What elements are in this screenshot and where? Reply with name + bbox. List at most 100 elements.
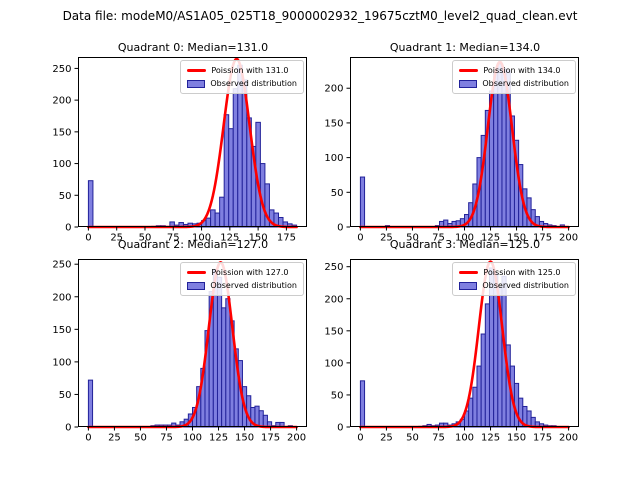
x-tick-label: 125 [481,233,500,244]
y-tick-label: 200 [52,96,71,107]
y-tick-label: 100 [324,153,343,164]
histogram-bar [484,303,490,428]
legend-row-poisson: Poission with 127.0 [187,267,297,278]
legend-label-observed: Observed distribution [210,281,297,290]
legend-label-observed: Observed distribution [210,79,297,88]
histogram-bar [493,72,499,228]
x-tick-label: 25 [108,433,121,444]
histogram-bar [214,212,221,228]
x-tick-label: 75 [167,233,180,244]
subplot-title-quadrant2: Quadrant 2: Median=127.0 [117,238,269,251]
legend-row-poisson: Poission with 125.0 [459,267,569,278]
subplot-title-quadrant3: Quadrant 3: Median=125.0 [389,238,541,251]
y-tick-label: 0 [65,423,71,434]
poisson-line-swatch [459,271,479,274]
y-tick-label: 0 [65,223,71,234]
histogram-bar [219,196,225,228]
y-tick-label: 100 [324,358,343,369]
x-tick-label: 150 [507,233,526,244]
legend-label-poisson: Poission with 125.0 [483,268,561,277]
legend-quadrant2: Poission with 127.0 Observed distributio… [180,262,304,296]
histogram-bar [468,397,474,428]
histogram-bar [223,114,230,228]
observed-dist-swatch [187,79,206,88]
y-tick-label: 150 [324,326,343,337]
legend-row-observed: Observed distribution [459,78,569,89]
histogram-bar [476,365,482,428]
legend-label-observed: Observed distribution [482,281,569,290]
x-tick-label: 125 [481,433,500,444]
observed-dist-swatch [187,281,206,290]
histogram-bar [526,410,532,428]
legend-quadrant3: Poission with 125.0 Observed distributio… [452,262,576,296]
x-tick-label: 0 [357,433,363,444]
x-tick-label: 100 [192,233,211,244]
legend-row-observed: Observed distribution [459,280,569,291]
poisson-line-swatch [187,69,207,72]
y-tick-label: 0 [337,223,343,234]
x-tick-label: 50 [406,433,419,444]
subplot-title-quadrant0: Quadrant 0: Median=131.0 [117,41,269,54]
x-tick-label: 50 [406,233,419,244]
axes-spines [350,259,579,427]
x-tick-label: 175 [277,233,296,244]
observed-dist-swatch [459,281,478,290]
x-tick-label: 200 [559,433,578,444]
histogram-bar [225,298,231,428]
histogram-bar [216,276,223,428]
figure-title: Data file: modeM0/AS1A05_025T18_90000029… [62,9,578,23]
x-tick-label: 0 [357,233,363,244]
axes-spines [78,57,307,227]
histogram-bar [87,379,94,428]
legend-label-poisson: Poission with 131.0 [211,66,289,75]
x-tick-label: 175 [533,433,552,444]
histogram-bar [87,180,94,228]
y-tick-label: 50 [331,188,344,199]
legend-row-poisson: Poission with 131.0 [187,65,297,76]
x-tick-label: 125 [209,433,228,444]
histogram-bar [221,307,227,428]
x-tick-label: 50 [134,433,147,444]
y-tick-label: 250 [324,262,343,273]
x-tick-label: 25 [380,433,393,444]
histogram-bar [359,176,366,228]
subplot-title-quadrant1: Quadrant 1: Median=134.0 [389,41,541,54]
y-tick-label: 150 [324,118,343,129]
histogram-bar [210,209,216,228]
legend-row-poisson: Poission with 134.0 [459,65,569,76]
legend-label-poisson: Poission with 127.0 [211,268,289,277]
legend-quadrant0: Poission with 131.0 Observed distributio… [180,60,304,94]
x-tick-label: 200 [559,233,578,244]
x-tick-label: 100 [183,433,202,444]
y-tick-label: 200 [324,294,343,305]
histogram-bar [480,333,486,428]
x-tick-label: 25 [110,233,123,244]
legend-label-poisson: Poission with 134.0 [483,66,561,75]
histogram-bar [228,128,234,228]
histogram-bar [258,410,264,428]
histogram-bar [262,414,268,428]
y-tick-label: 250 [52,260,71,271]
y-tick-label: 200 [52,292,71,303]
x-tick-label: 125 [220,233,239,244]
legend-row-observed: Observed distribution [187,78,297,89]
histogram-bar [472,386,478,428]
y-tick-label: 150 [52,325,71,336]
x-tick-label: 0 [85,433,91,444]
y-tick-label: 100 [52,159,71,170]
legend-label-observed: Observed distribution [482,79,569,88]
x-tick-label: 25 [380,233,393,244]
x-tick-label: 75 [432,233,445,244]
y-tick-label: 150 [52,127,71,138]
y-tick-label: 100 [52,357,71,368]
x-tick-label: 50 [139,233,152,244]
x-tick-label: 75 [432,433,445,444]
poisson-line-swatch [187,271,207,274]
y-tick-label: 0 [337,423,343,434]
poisson-line-swatch [459,69,479,72]
x-tick-label: 175 [261,433,280,444]
axes-spines [350,57,579,227]
legend-quadrant1: Poission with 134.0 Observed distributio… [452,60,576,94]
